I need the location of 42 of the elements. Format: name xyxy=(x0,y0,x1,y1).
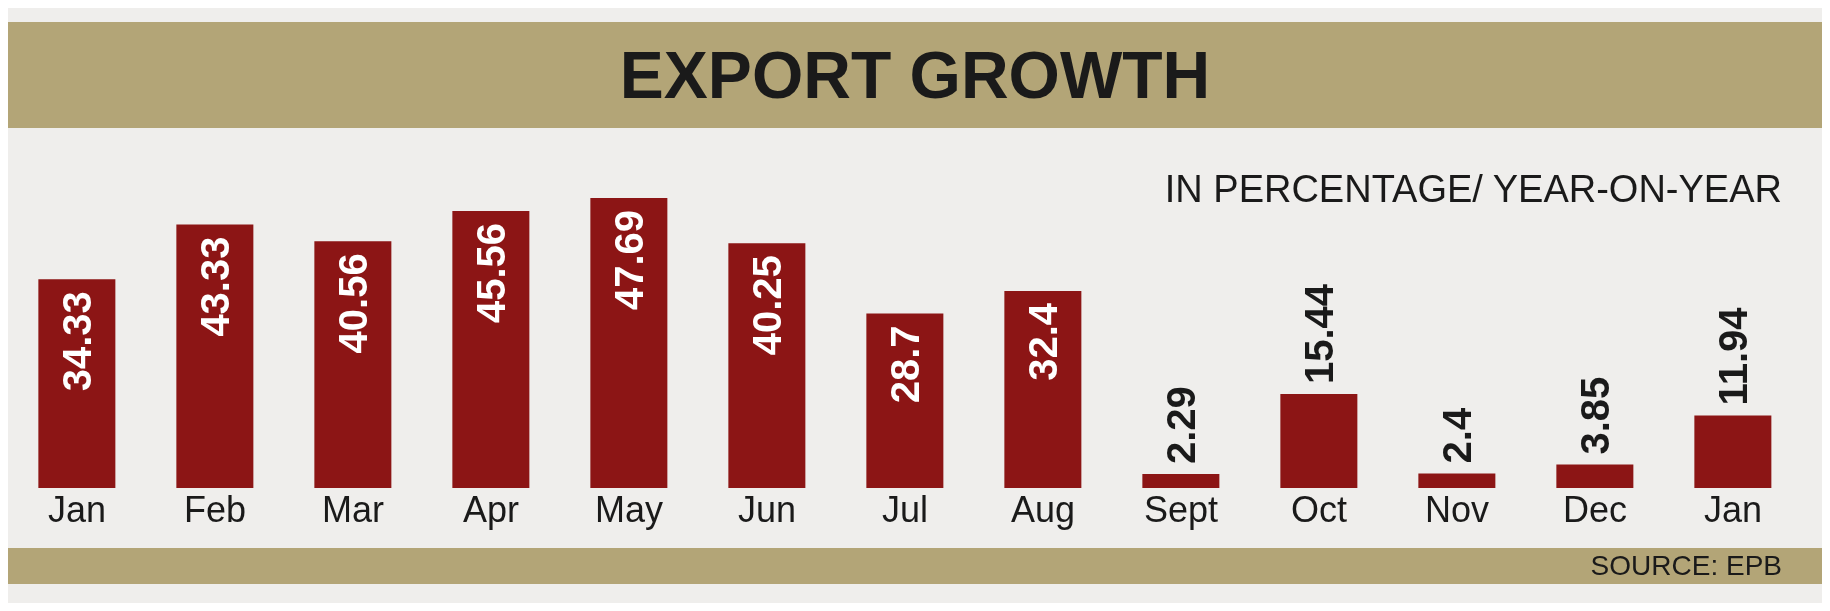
data-label: 43.33 xyxy=(192,236,237,337)
x-tick-label: Feb xyxy=(183,488,247,530)
bar xyxy=(590,198,668,488)
bar xyxy=(38,279,116,488)
bar xyxy=(866,313,944,488)
x-tick-label: Mar xyxy=(322,488,385,530)
bar xyxy=(1694,415,1772,488)
bar xyxy=(1004,290,1082,488)
bar xyxy=(728,243,806,488)
bar xyxy=(314,241,392,488)
data-label: 34.33 xyxy=(54,291,99,392)
source-note: SOURCE: EPB xyxy=(1590,550,1782,582)
x-tick-label: Jun xyxy=(737,488,797,530)
x-tick-label: Jan xyxy=(1703,488,1763,530)
bar xyxy=(1142,474,1220,488)
bar xyxy=(1418,473,1496,488)
data-label: 28.7 xyxy=(882,325,927,404)
data-label: 32.4 xyxy=(1020,302,1065,381)
x-tick-label: Apr xyxy=(462,488,520,530)
x-tick-label: Nov xyxy=(1424,488,1490,530)
data-label: 15.44 xyxy=(1296,283,1341,385)
x-tick-label: May xyxy=(594,488,664,530)
chart-title: EXPORT GROWTH xyxy=(619,37,1211,113)
bar xyxy=(452,210,530,488)
x-tick-label: Sept xyxy=(1143,488,1219,530)
data-label: 11.94 xyxy=(1710,306,1755,406)
x-tick-label: Jul xyxy=(881,488,929,530)
x-tick-label: Dec xyxy=(1562,488,1628,530)
data-label: 40.56 xyxy=(330,253,375,354)
data-label: 45.56 xyxy=(468,222,513,324)
data-label: 2.4 xyxy=(1434,407,1479,464)
x-tick-label: Oct xyxy=(1290,488,1348,530)
data-label: 3.85 xyxy=(1572,376,1617,455)
x-tick-label: Jan xyxy=(47,488,107,530)
bar xyxy=(1280,394,1358,488)
chart-subtitle: IN PERCENTAGE/ YEAR-ON-YEAR xyxy=(1164,168,1782,211)
bar xyxy=(176,224,254,488)
x-tick-label: Aug xyxy=(1010,488,1076,530)
bar xyxy=(1556,464,1634,488)
data-label: 40.25 xyxy=(744,255,789,356)
data-label: 47.69 xyxy=(606,210,651,311)
data-label: 2.29 xyxy=(1158,386,1203,465)
